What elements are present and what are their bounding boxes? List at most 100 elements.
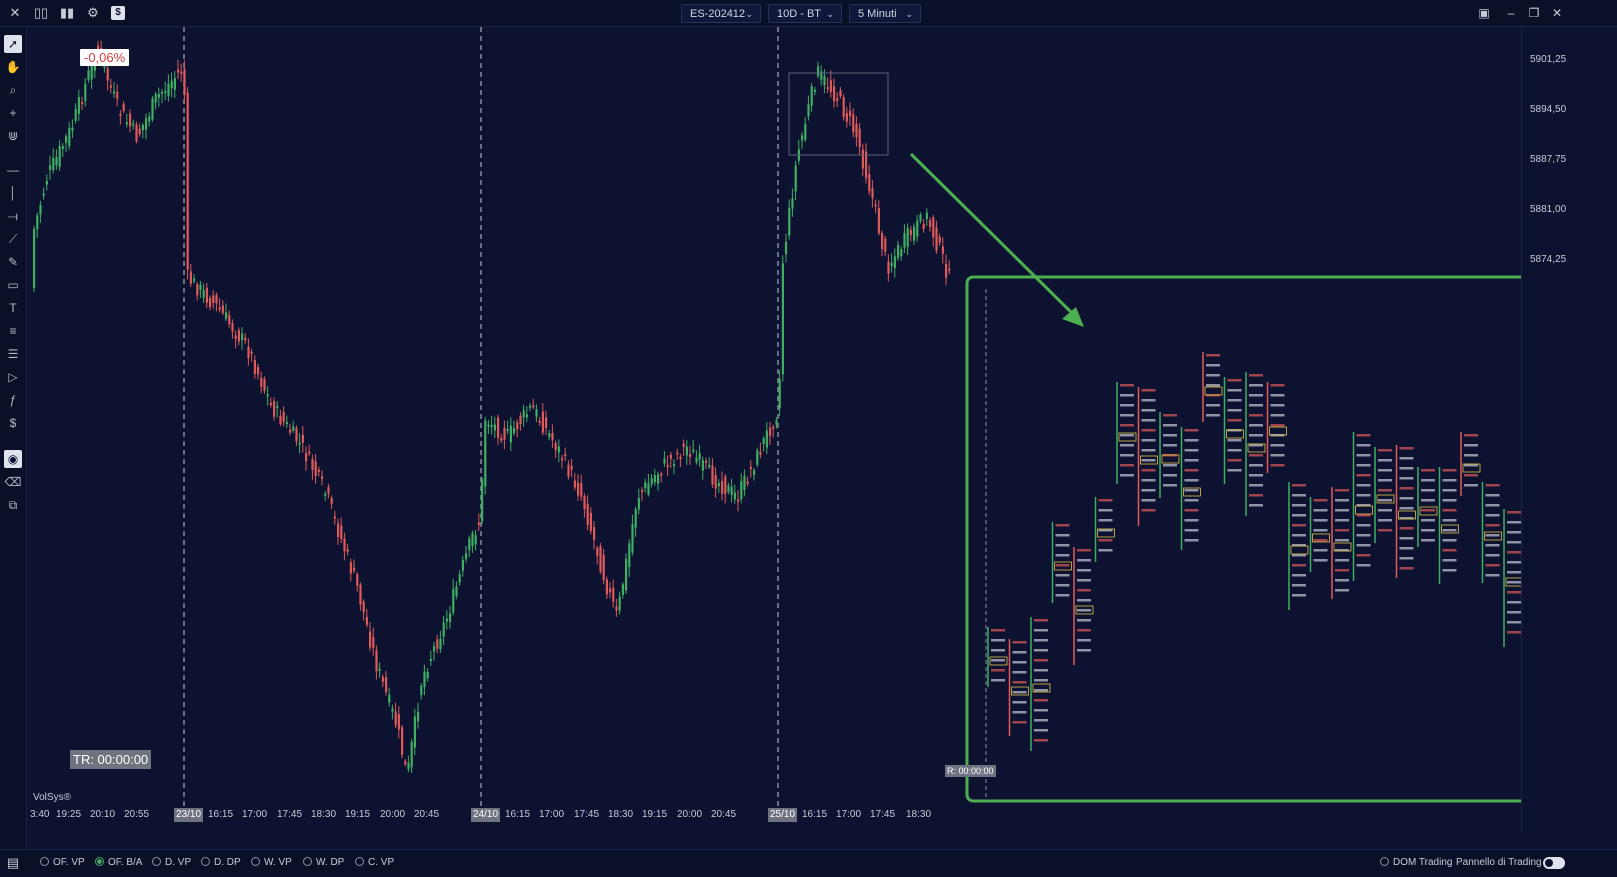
layers-icon[interactable]: ⧉ [8,498,18,512]
candle-body [471,533,474,547]
eye-icon[interactable]: ◉ [4,450,22,468]
option-d-dp[interactable]: D. DP [201,856,241,870]
candle-body [49,165,52,170]
footprint-cell [1507,601,1521,604]
footprint-cell [1464,484,1478,487]
footprint-cell [1270,394,1285,397]
period-select[interactable]: 10D - BT ⌄ [768,4,842,23]
option-of-ba[interactable]: OF. B/A [95,856,142,870]
candle-body [189,271,192,284]
compare-icon[interactable]: ▯▯ [33,5,49,20]
zoom-icon[interactable]: ⌕ [9,83,17,97]
option-w-dp[interactable]: W. DP [303,856,344,870]
candle-body [500,437,503,441]
candlestick-chart[interactable] [26,27,1562,833]
window-close-icon[interactable]: ✕ [1551,6,1563,20]
bar-chart-icon[interactable]: ▮▮ [59,5,75,20]
candle-body [145,118,148,130]
footprint-cell [1249,474,1263,477]
footprint-cell [1141,389,1156,392]
option-c-vp[interactable]: C. VP [355,856,394,870]
footprint-cell [1399,567,1414,570]
trendline-icon[interactable]: ⟋ [8,232,18,246]
footprint-cell [1120,424,1134,427]
dom-trading-toggle[interactable]: DOM Trading [1380,856,1452,870]
chart-area[interactable] [26,27,1562,833]
rectangle-icon[interactable]: ▭ [7,278,19,292]
footprint-cell [1120,384,1134,387]
hand-icon[interactable]: ✋ [5,60,21,74]
keyboard-icon[interactable]: ▤ [6,855,20,870]
text-icon[interactable]: T [9,301,17,315]
footprint-cell [1399,467,1414,470]
candle-body [333,516,336,519]
candle-body [468,538,471,551]
candle-body [647,483,650,495]
candle-body [781,263,784,375]
footprint-cell [1421,499,1435,502]
arrow-head [1062,307,1084,327]
candle-body [193,278,196,282]
footprint-cell [1335,569,1349,572]
time-tick: 19:25 [56,809,82,820]
brand-label: VolSys® [33,792,71,803]
candle-body [132,123,135,126]
candle-body [813,89,816,92]
footprint-cell [1163,424,1177,427]
footprint-cell [1184,479,1199,482]
candle-body [759,451,762,456]
list-alt-icon[interactable]: ☰ [7,347,19,361]
candle-body [183,69,186,96]
cursor-icon[interactable]: ➚ [4,35,22,53]
minimize-icon[interactable]: – [1507,6,1515,20]
brush-icon[interactable]: ✎ [7,255,19,269]
restore-icon[interactable]: ❐ [1528,6,1540,20]
option-d-vp[interactable]: D. VP [152,856,191,870]
footprint-cell [1485,554,1500,557]
list-icon[interactable]: ≡ [9,324,17,338]
footprint-cell [1055,524,1070,527]
instrument-select[interactable]: ES-202412 ⌄ [681,4,761,23]
candle-body [775,420,778,425]
ray-icon[interactable]: ⟞ [8,209,18,223]
footprint-cell [1378,489,1392,492]
footprint-cell [1399,447,1414,450]
gear-icon[interactable]: ⚙ [87,5,99,20]
layout-icon[interactable]: ▣ [1478,6,1490,20]
candle-body [343,538,346,552]
timeframe-select[interactable]: 5 Minuti ⌄ [849,4,921,23]
option-of-vp[interactable]: OF. VP [40,856,85,870]
candle-body [39,205,42,215]
footprint-cell [1163,464,1177,467]
option-w-vp[interactable]: W. VP [251,856,292,870]
footprint-cell [1184,499,1199,502]
footprint-cell [1055,584,1070,587]
trading-panel-switch[interactable] [1543,857,1565,869]
candle-body [295,428,298,442]
footprint-cell [1141,499,1156,502]
fib-icon[interactable]: ƒ [9,393,17,407]
money-icon[interactable]: $ [9,416,17,430]
footprint-cell [1313,549,1328,552]
vline-icon[interactable]: │ [9,186,17,200]
dollar-icon[interactable]: $ [111,6,125,20]
candle-body [167,83,170,97]
candle-body [903,233,906,248]
poc-box [1097,528,1115,538]
hline-icon[interactable]: — [7,163,19,177]
candle-body [221,305,224,314]
crosshair-icon[interactable]: + [9,106,17,120]
close-icon[interactable]: ✕ [9,5,21,20]
footprint-cell [1399,507,1414,510]
candle-body [237,330,240,342]
price-axis[interactable]: 5901,25 5894,50 5887,75 5881,00 5874,25 [1521,27,1617,833]
candle-body [557,446,560,453]
magnet-icon[interactable]: ⋓ [7,129,19,143]
eraser-icon[interactable]: ⌫ [4,475,22,489]
footprint-cell [1120,394,1134,397]
play-icon[interactable]: ▷ [8,370,18,384]
footprint-cell [1227,389,1242,392]
footprint-cell [1077,629,1091,632]
time-tick: 16:15 [802,809,828,820]
footprint-cell [1141,489,1156,492]
